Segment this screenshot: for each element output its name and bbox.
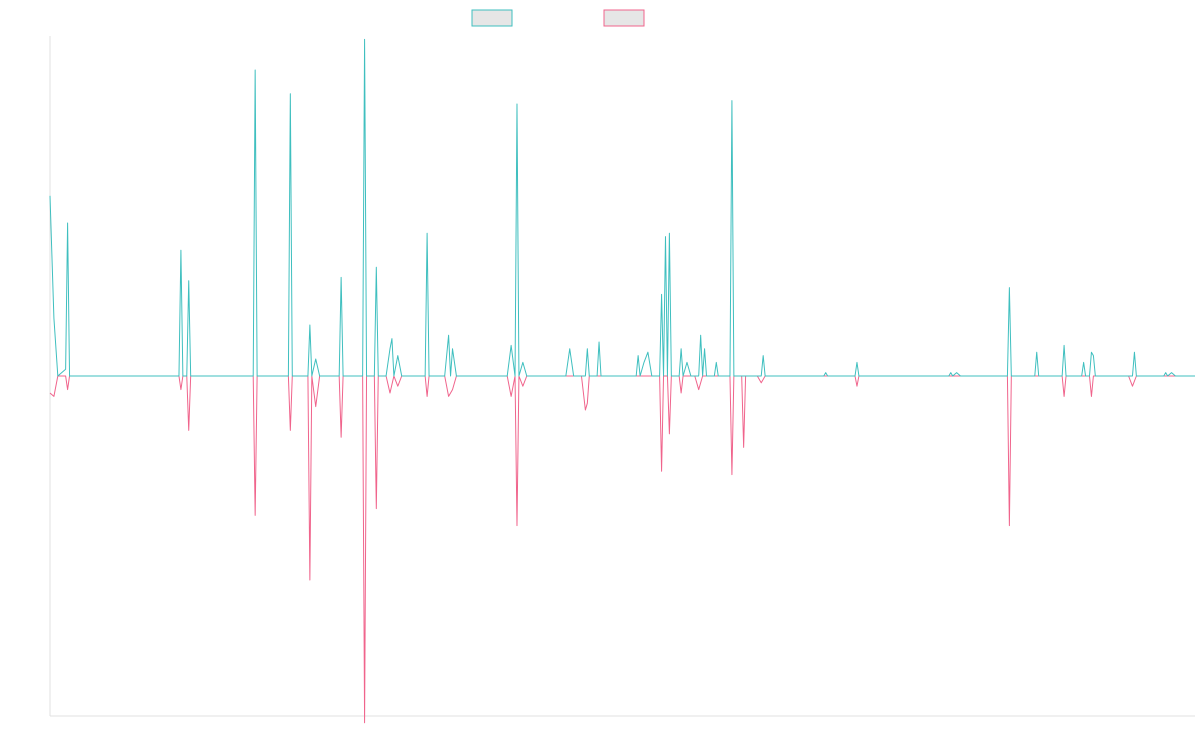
- legend-swatch-series-a[interactable]: [471, 9, 513, 27]
- series-line-b[interactable]: [49, 375, 1195, 724]
- legend-swatch-series-b[interactable]: [603, 9, 645, 27]
- series-line-a[interactable]: [49, 38, 1195, 377]
- legend[interactable]: [471, 9, 645, 27]
- series-layer: [49, 38, 1195, 724]
